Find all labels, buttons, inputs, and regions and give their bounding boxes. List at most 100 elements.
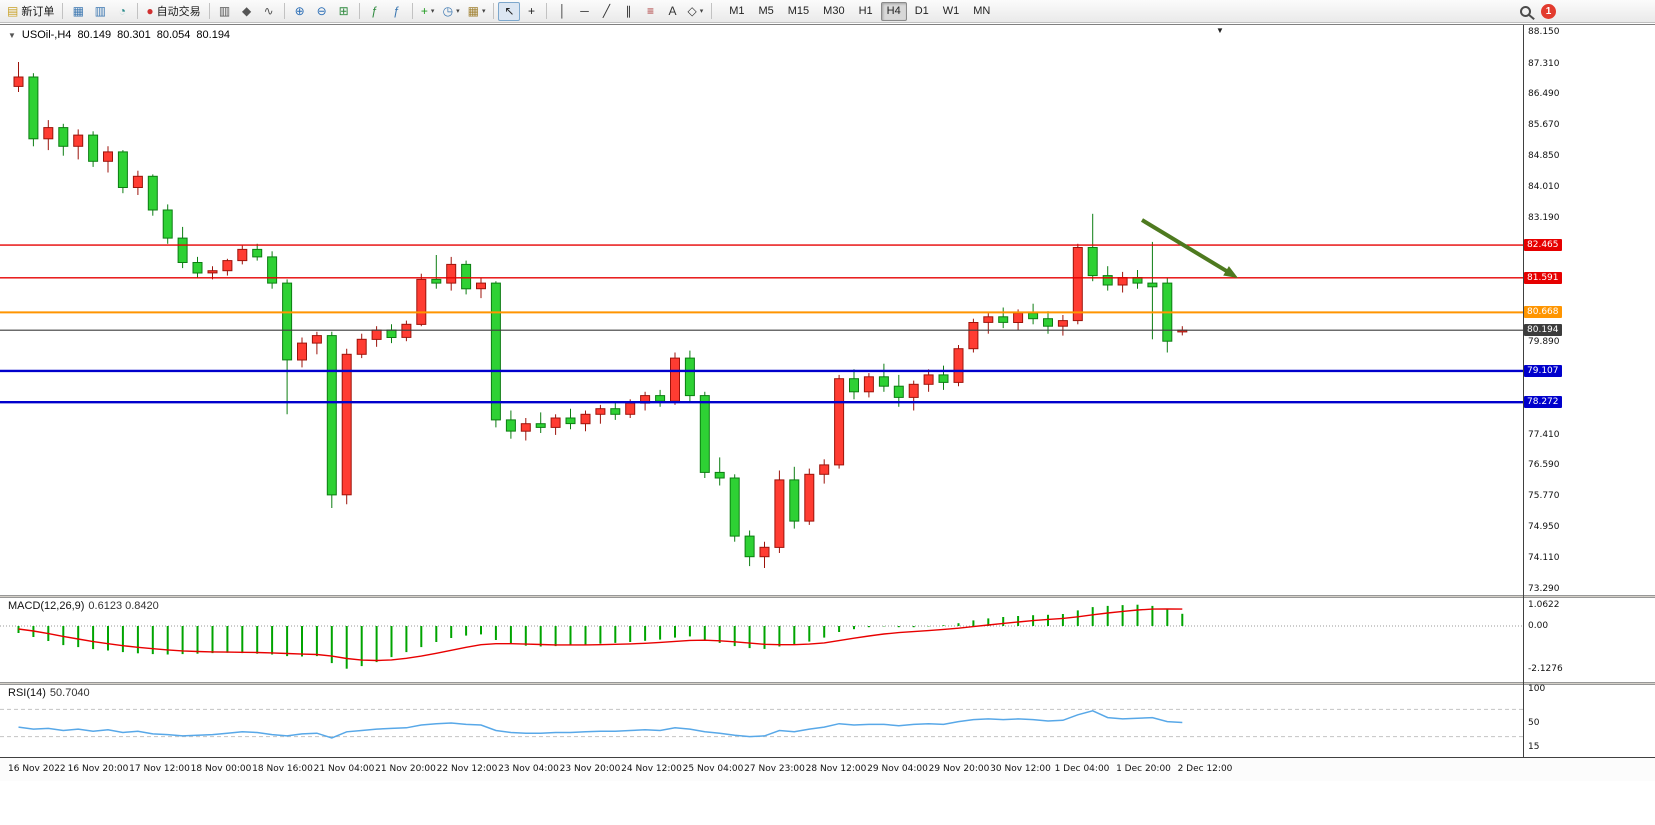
crosshair-button[interactable]: + bbox=[520, 2, 542, 21]
timeframe-w1[interactable]: W1 bbox=[942, 5, 960, 17]
candle-body bbox=[968, 322, 979, 350]
macd-axis-label: 0.00 bbox=[1528, 621, 1549, 631]
dropdown-arrow-icon[interactable]: ▾ bbox=[699, 8, 704, 15]
rsi-pane[interactable] bbox=[0, 685, 1523, 757]
candle-body bbox=[1087, 247, 1098, 277]
price-axis-label: 84.850 bbox=[1528, 150, 1560, 161]
quote-low: 80.054 bbox=[156, 29, 191, 41]
equidistant-channel-button[interactable]: ∥ bbox=[617, 2, 639, 21]
candle-body bbox=[207, 270, 218, 274]
toolbar-separator bbox=[137, 3, 139, 19]
time-axis[interactable]: 16 Nov 2022 16 Nov 20:00 17 Nov 12:00 18 No… bbox=[0, 757, 1655, 781]
trend-arrow-line[interactable] bbox=[1140, 218, 1232, 276]
periods-icon: ◷ bbox=[442, 4, 454, 18]
templates-button[interactable]: ▦ ▾ bbox=[464, 2, 490, 21]
rsi-axis-label: 50 bbox=[1528, 718, 1540, 728]
fibonacci-button[interactable]: ≡ bbox=[639, 2, 661, 21]
auto-trading-button[interactable]: ● 自动交易 bbox=[142, 2, 204, 21]
horizontal-line-button[interactable]: ─ bbox=[573, 2, 595, 21]
auto-trading-icon: ● bbox=[146, 4, 154, 18]
candle-body bbox=[58, 127, 69, 147]
candle-body bbox=[983, 316, 994, 323]
data-window-button[interactable]: ▥ bbox=[89, 2, 111, 21]
add-indicator-button[interactable]: + ▾ bbox=[417, 2, 439, 21]
macd-signal-line bbox=[18, 608, 1183, 662]
candle-body bbox=[774, 479, 785, 548]
time-axis-label: 18 Nov 00:00 bbox=[190, 764, 252, 774]
price-axis-label: 76.590 bbox=[1528, 460, 1560, 471]
candle-body bbox=[610, 408, 621, 415]
candle-body bbox=[1043, 318, 1053, 327]
vertical-line-button[interactable]: │ bbox=[551, 2, 573, 21]
timeframe-mn[interactable]: MN bbox=[973, 5, 991, 17]
time-axis-label: 25 Nov 04:00 bbox=[682, 764, 744, 774]
candle-body bbox=[73, 134, 84, 147]
zoom-in-button[interactable]: ⊕ bbox=[289, 2, 311, 21]
toolbar-separator bbox=[208, 3, 210, 19]
text-button[interactable]: A bbox=[661, 2, 683, 21]
candle-body bbox=[177, 237, 188, 264]
time-axis-label: 22 Nov 12:00 bbox=[436, 764, 498, 774]
price-axis-label: 87.310 bbox=[1528, 58, 1560, 69]
dropdown-arrow-icon[interactable]: ▾ bbox=[430, 8, 435, 15]
candle-body bbox=[550, 417, 561, 428]
toolbar-separator bbox=[283, 3, 285, 19]
candle-body bbox=[505, 419, 516, 432]
candle-body bbox=[237, 248, 248, 262]
zoom-out-button[interactable]: ⊖ bbox=[311, 2, 333, 21]
macd-axis-label: 1.0622 bbox=[1528, 599, 1560, 610]
timeframe-d1[interactable]: D1 bbox=[914, 5, 929, 17]
collapse-arrow-icon[interactable]: ▼ bbox=[8, 30, 16, 40]
rsi-axis-label: 100 bbox=[1528, 684, 1546, 694]
candlestick-chart-button[interactable]: ◆ bbox=[236, 2, 258, 21]
navigator-icon: ◔ bbox=[118, 4, 126, 18]
dropdown-arrow-icon[interactable]: ▾ bbox=[456, 8, 460, 15]
notification-badge[interactable]: 1 bbox=[1541, 3, 1556, 19]
time-axis-label: 29 Nov 20:00 bbox=[928, 764, 990, 774]
candle-body bbox=[520, 423, 531, 432]
time-axis-label: 27 Nov 23:00 bbox=[744, 764, 805, 774]
timeframe-m30[interactable]: M30 bbox=[823, 5, 845, 17]
candle-body bbox=[684, 357, 695, 397]
candle-body bbox=[580, 413, 591, 425]
candle-body bbox=[1147, 282, 1158, 288]
indicator-windows-button[interactable]: ƒ bbox=[386, 2, 408, 21]
tile-windows-button[interactable]: ⊞ bbox=[333, 2, 355, 21]
new-order-button[interactable]: ▤ 新订单 bbox=[3, 2, 58, 21]
timeframe-h4[interactable]: H4 bbox=[880, 1, 907, 21]
trendline-button[interactable]: ╱ bbox=[595, 2, 617, 21]
candle-body bbox=[147, 175, 158, 211]
arrows-button[interactable]: ◇ ▾ bbox=[683, 2, 707, 21]
candle-body bbox=[789, 479, 800, 522]
market-watch-button[interactable]: ▦ bbox=[67, 2, 89, 21]
candle-body bbox=[1117, 277, 1128, 286]
navigator-button[interactable]: ◔ bbox=[111, 2, 133, 21]
candle-body bbox=[938, 374, 949, 383]
zoom-in-icon: ⊕ bbox=[294, 4, 305, 18]
periods-button[interactable]: ◷ ▾ bbox=[439, 2, 464, 21]
trendline-icon: ╱ bbox=[602, 4, 611, 18]
chart-shift-marker[interactable]: ▼ bbox=[1216, 26, 1224, 35]
tile-windows-icon: ⊞ bbox=[338, 4, 349, 18]
search-icon[interactable] bbox=[1520, 5, 1531, 17]
timeframe-m1[interactable]: M1 bbox=[729, 5, 745, 17]
line-chart-button[interactable]: ∿ bbox=[258, 2, 280, 21]
rsi-name: RSI(14) bbox=[8, 687, 46, 699]
timeframe-m15[interactable]: M15 bbox=[787, 5, 810, 17]
candle-body bbox=[863, 376, 874, 393]
price-axis-label: 74.950 bbox=[1528, 521, 1560, 532]
pane-splitter[interactable] bbox=[0, 682, 1655, 685]
trend-arrow-head[interactable] bbox=[1223, 266, 1238, 278]
timeframe-m5[interactable]: M5 bbox=[758, 5, 774, 17]
bar-chart-button[interactable]: ▥ bbox=[214, 2, 236, 21]
timeframe-h1[interactable]: H1 bbox=[858, 5, 873, 17]
macd-pane[interactable] bbox=[0, 598, 1523, 682]
cursor-button[interactable]: ↖ bbox=[498, 1, 521, 21]
indicators-button[interactable]: ƒ bbox=[364, 2, 386, 21]
dropdown-arrow-icon[interactable]: ▾ bbox=[481, 8, 486, 15]
price-axis-label: 86.490 bbox=[1528, 89, 1560, 100]
candle-body bbox=[103, 151, 113, 162]
price-pane[interactable] bbox=[0, 25, 1523, 595]
candle-body bbox=[416, 278, 427, 325]
pane-splitter[interactable] bbox=[0, 595, 1655, 598]
